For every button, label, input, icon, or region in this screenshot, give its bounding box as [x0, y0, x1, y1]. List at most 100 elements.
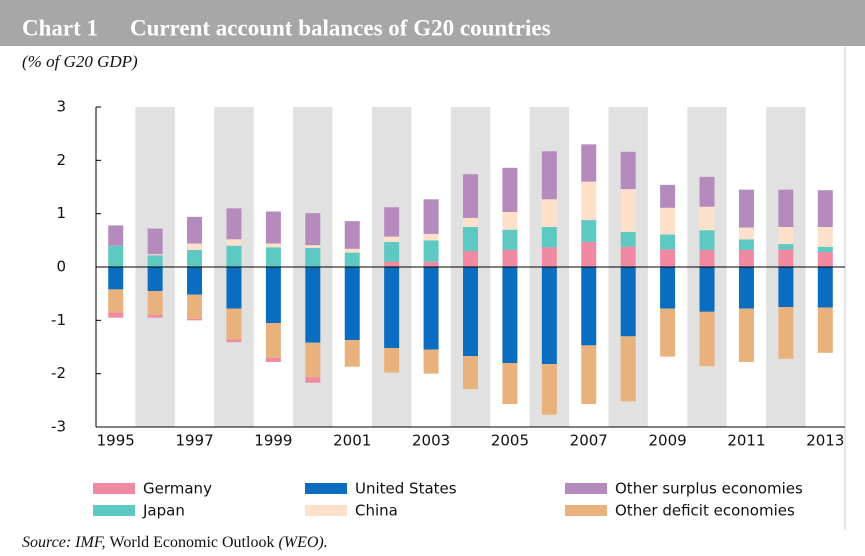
- bar-segment: [305, 377, 321, 383]
- bar-segment: [187, 294, 203, 319]
- bar-segment: [187, 318, 203, 321]
- bar-segment: [384, 207, 400, 237]
- bar-segment: [817, 307, 833, 353]
- bar-segment: [226, 308, 242, 340]
- x-tick-label: 2003: [412, 432, 450, 450]
- bar-segment: [581, 144, 597, 182]
- bar-segment: [502, 167, 518, 213]
- bar-segment: [699, 176, 715, 207]
- bar-segment: [187, 216, 203, 244]
- bar-segment: [108, 245, 124, 267]
- bar-segment: [305, 213, 321, 246]
- bar-segment: [778, 227, 794, 245]
- bar-segment: [305, 342, 321, 378]
- bar-segment: [817, 267, 833, 308]
- bar-segment: [699, 230, 715, 250]
- bar-segment: [265, 211, 281, 244]
- legend-swatch: [93, 483, 135, 494]
- y-tick-label: 3: [56, 98, 66, 116]
- bar-segment: [384, 348, 400, 373]
- bar-segment: [620, 336, 636, 402]
- source: Source: IMF, World Economic Outlook (WEO…: [22, 534, 328, 551]
- bar-segment: [660, 184, 676, 208]
- x-tick-label: 2013: [806, 432, 844, 450]
- bar-segment: [463, 356, 478, 390]
- bar-segment: [344, 221, 360, 249]
- bar-segment: [581, 345, 597, 405]
- bar-segment: [463, 267, 478, 357]
- bar-segment: [147, 291, 163, 315]
- bar-segment: [344, 267, 360, 341]
- bar-segment: [305, 245, 321, 248]
- bar-segment: [265, 323, 281, 358]
- y-tick-label: 1: [56, 204, 66, 222]
- bar-segment: [660, 234, 676, 250]
- bar-segment: [817, 252, 833, 267]
- bar-segment: [660, 207, 676, 235]
- bar-segment: [778, 249, 794, 267]
- bar-segment: [620, 231, 636, 247]
- bar-segment: [463, 227, 478, 251]
- y-tick-label: 2: [56, 151, 66, 169]
- bar-segment: [660, 308, 676, 357]
- bar-segment: [541, 364, 557, 415]
- legend-swatch: [305, 483, 347, 494]
- bar-segment: [581, 220, 597, 242]
- bar-segment: [226, 339, 242, 343]
- bar-segment: [384, 236, 400, 242]
- y-tick-label: -1: [51, 311, 66, 329]
- bar-segment: [541, 227, 557, 248]
- bar-segment: [660, 249, 676, 267]
- bar-segment: [423, 349, 439, 374]
- legend-label: United States: [355, 480, 457, 498]
- bar-segment: [226, 267, 242, 309]
- bar-segment: [147, 254, 163, 256]
- legend-label: China: [355, 502, 398, 520]
- bar-segment: [226, 245, 242, 267]
- x-tick-label: 1999: [254, 432, 292, 450]
- bar-segment: [423, 261, 439, 267]
- bar-segment: [147, 267, 163, 291]
- legend-label: Germany: [143, 480, 212, 498]
- bar-segment: [541, 199, 557, 227]
- bar-segment: [738, 189, 754, 228]
- chart-label: Chart 1: [22, 15, 98, 40]
- bar-segment: [738, 308, 754, 362]
- bar-segment: [265, 267, 281, 323]
- bar-segment: [738, 239, 754, 250]
- x-tick-label: 2007: [570, 432, 608, 450]
- legend-swatch: [305, 505, 347, 516]
- bar-segment: [817, 246, 833, 253]
- x-tick-label: 2005: [491, 432, 529, 450]
- y-tick-label: -3: [51, 418, 66, 436]
- bar-segment: [581, 267, 597, 346]
- legend-label: Japan: [142, 502, 185, 520]
- bar-segment: [344, 252, 360, 267]
- bar-segment: [187, 249, 203, 267]
- bar-segment: [147, 255, 163, 267]
- legend-swatch: [565, 483, 607, 494]
- header-band: [0, 0, 865, 46]
- bar-segment: [147, 315, 163, 318]
- bar-segment: [778, 307, 794, 359]
- bar-segment: [738, 267, 754, 309]
- bar-segment: [738, 249, 754, 267]
- bar-segment: [620, 189, 636, 232]
- bar-segment: [699, 311, 715, 367]
- bar-segment: [502, 363, 518, 405]
- source-suffix: (WEO).: [274, 534, 327, 551]
- bar-segment: [226, 239, 242, 246]
- bar-segment: [108, 267, 124, 290]
- legend-label: Other deficit economies: [615, 502, 795, 520]
- x-tick-label: 1995: [97, 432, 135, 450]
- bar-segment: [502, 212, 518, 230]
- bar-segment: [187, 243, 203, 250]
- y-tick-label: -2: [51, 364, 66, 382]
- bar-segment: [541, 267, 557, 365]
- bar-segment: [699, 267, 715, 312]
- bar-segment: [778, 244, 794, 250]
- bar-segment: [423, 233, 439, 241]
- subtitle: (% of G20 GDP): [22, 52, 138, 71]
- bar-segment: [817, 190, 833, 227]
- bar-segment: [423, 199, 439, 234]
